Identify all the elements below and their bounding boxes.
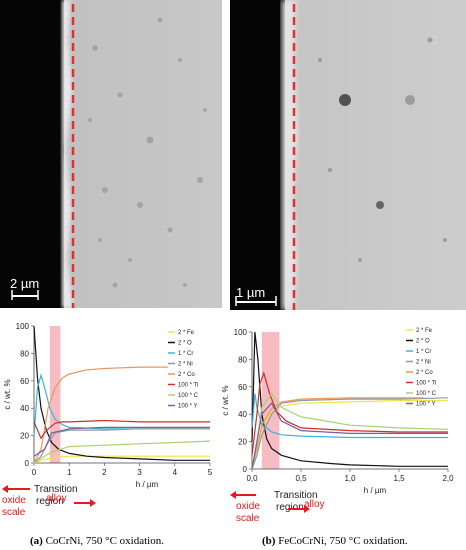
line-chart-a: 0 20 40 60 80 100 0 1 2 3 4 5 c / wt. % h / µm 2 * Fe 2… [2,322,213,518]
y-tick-label-a: 20 [20,432,29,441]
oxide-scale-label-2-b: scale [236,513,260,524]
series-line-b-1 [251,331,448,467]
scale-bar-label-a: 2 µm [10,276,39,291]
legend-entry-b-1: 2 * O [416,339,430,345]
oxide-scale-label-2-a: scale [2,507,26,518]
micrograph-a: 2 µm [0,0,222,308]
alloy-arrow-head-b [304,505,310,513]
y-tick-label-b: 80 [238,355,247,364]
series-line-a-5 [33,419,210,440]
y-tick-label-a: 40 [20,404,29,413]
micrograph-a-image: 2 µm [0,0,222,308]
legend-entry-a-1: 2 * O [178,341,192,347]
y-tick-label-b: 40 [238,410,247,419]
transition-label-2-b: region [276,502,304,513]
y-tick-label-b: 60 [238,383,247,392]
x-axis-label-a: h / µm [136,480,159,489]
line-chart-b: 0 20 40 60 80 100 0,0 0,5 1,0 1,5 2,0 c / wt. % h / … [221,328,454,524]
legend-entry-a-0: 2 * Fe [178,330,195,336]
alloy-label-b: alloy [304,499,325,510]
transition-label-2-a: region [36,496,64,507]
y-tick-label-a: 80 [20,349,29,358]
x-tick-label-b: 0,5 [295,474,307,483]
series-line-a-3 [33,428,210,464]
x-tick-label-b: 0,0 [246,474,258,483]
transition-label-b: Transition [274,490,318,501]
caption-b-letter: (b) [262,535,276,547]
series-line-a-1 [33,325,210,461]
transition-band-a [49,326,61,463]
legend-entry-a-3: 2 * Ni [178,362,193,368]
series-line-a-7 [33,426,210,457]
x-tick-label-b: 2,0 [442,474,454,483]
alloy-label-a: alloy [46,493,67,504]
x-tick-label-a: 0 [32,468,37,477]
y-tick-label-b: 100 [234,328,248,337]
oxide-arrow-head-a [2,485,8,493]
legend-entry-a-2: 1 * Cr [178,351,193,357]
legend-entry-a-5: 100 * Ti [178,383,198,389]
series-line-b-7 [251,402,448,470]
oxide-scale-label-b: oxide [236,501,260,512]
y-axis-label-b: c / wt. % [221,385,230,415]
caption-b: (b) FeCoCrNi, 750 °C oxidation. [262,535,408,547]
x-tick-label-a: 5 [208,468,213,477]
series-line-a-0 [33,455,210,464]
legend-entry-b-2: 1 * Cr [416,349,431,355]
series-line-b-4 [251,397,424,470]
series-line-b-3 [251,397,449,470]
scale-bar-label-b: 1 µm [236,285,265,300]
alloy-arrow-head-a [90,499,96,507]
micrograph-b: 1 µm [230,0,466,310]
x-tick-label-a: 4 [173,468,178,477]
x-axis-label-b: h / µm [364,486,387,495]
micrograph-b-image: 1 µm [230,0,466,310]
y-tick-label-a: 100 [16,322,30,331]
y-tick-label-a: 0 [25,459,30,468]
x-tick-label-a: 2 [102,468,107,477]
y-tick-label-b: 20 [238,438,247,447]
caption-a: (a) CoCrNi, 750 °C oxidation. [30,535,164,547]
legend-entry-b-6: 100 * C [416,391,437,397]
y-tick-label-a: 60 [20,377,29,386]
legend-entry-b-5: 100 * Ti [416,381,436,387]
oxide-arrow-head-b [230,491,236,499]
transition-label-a: Transition [34,484,78,495]
series-line-a-6 [33,440,211,464]
x-tick-label-b: 1,5 [393,474,405,483]
x-tick-label-b: 1,0 [344,474,356,483]
legend-entry-b-0: 2 * Fe [416,328,433,334]
caption-a-text: CoCrNi, 750 °C oxidation. [45,535,164,547]
caption-a-letter: (a) [30,535,43,547]
legend-entry-a-6: 100 * C [178,393,199,399]
oxide-scale-label-a: oxide [2,495,26,506]
y-tick-label-b: 0 [243,465,248,474]
x-tick-label-a: 1 [67,468,72,477]
legend-entry-a-4: 2 * Co [178,372,195,378]
legend-entry-b-3: 2 * Ni [416,360,431,366]
legend-entry-b-7: 100 * Y [416,402,436,408]
legend-entry-b-4: 2 * Co [416,370,433,376]
legend-entry-a-7: 100 * Y [178,404,198,410]
series-line-b-2 [251,393,448,439]
caption-b-text: FeCoCrNi, 750 °C oxidation. [278,535,408,547]
y-axis-label-a: c / wt. % [3,379,12,409]
x-tick-label-a: 3 [137,468,142,477]
